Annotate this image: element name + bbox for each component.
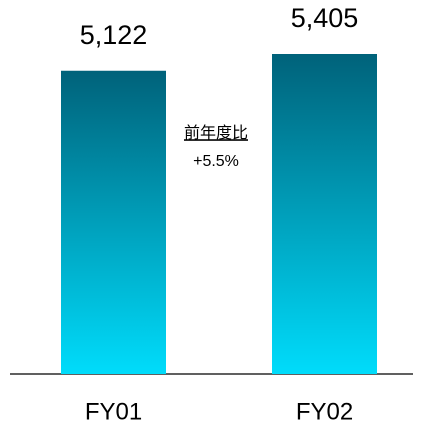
bar: [272, 54, 377, 374]
x-tick-label: FY02: [296, 398, 353, 425]
value-label: 5,122: [80, 20, 148, 50]
annotation: 前年度比: [184, 124, 248, 142]
bar: [61, 70, 166, 375]
x-tick-label: FY01: [85, 398, 142, 425]
annotation: +5.5%: [193, 153, 239, 170]
value-label: 5,405: [291, 3, 359, 33]
